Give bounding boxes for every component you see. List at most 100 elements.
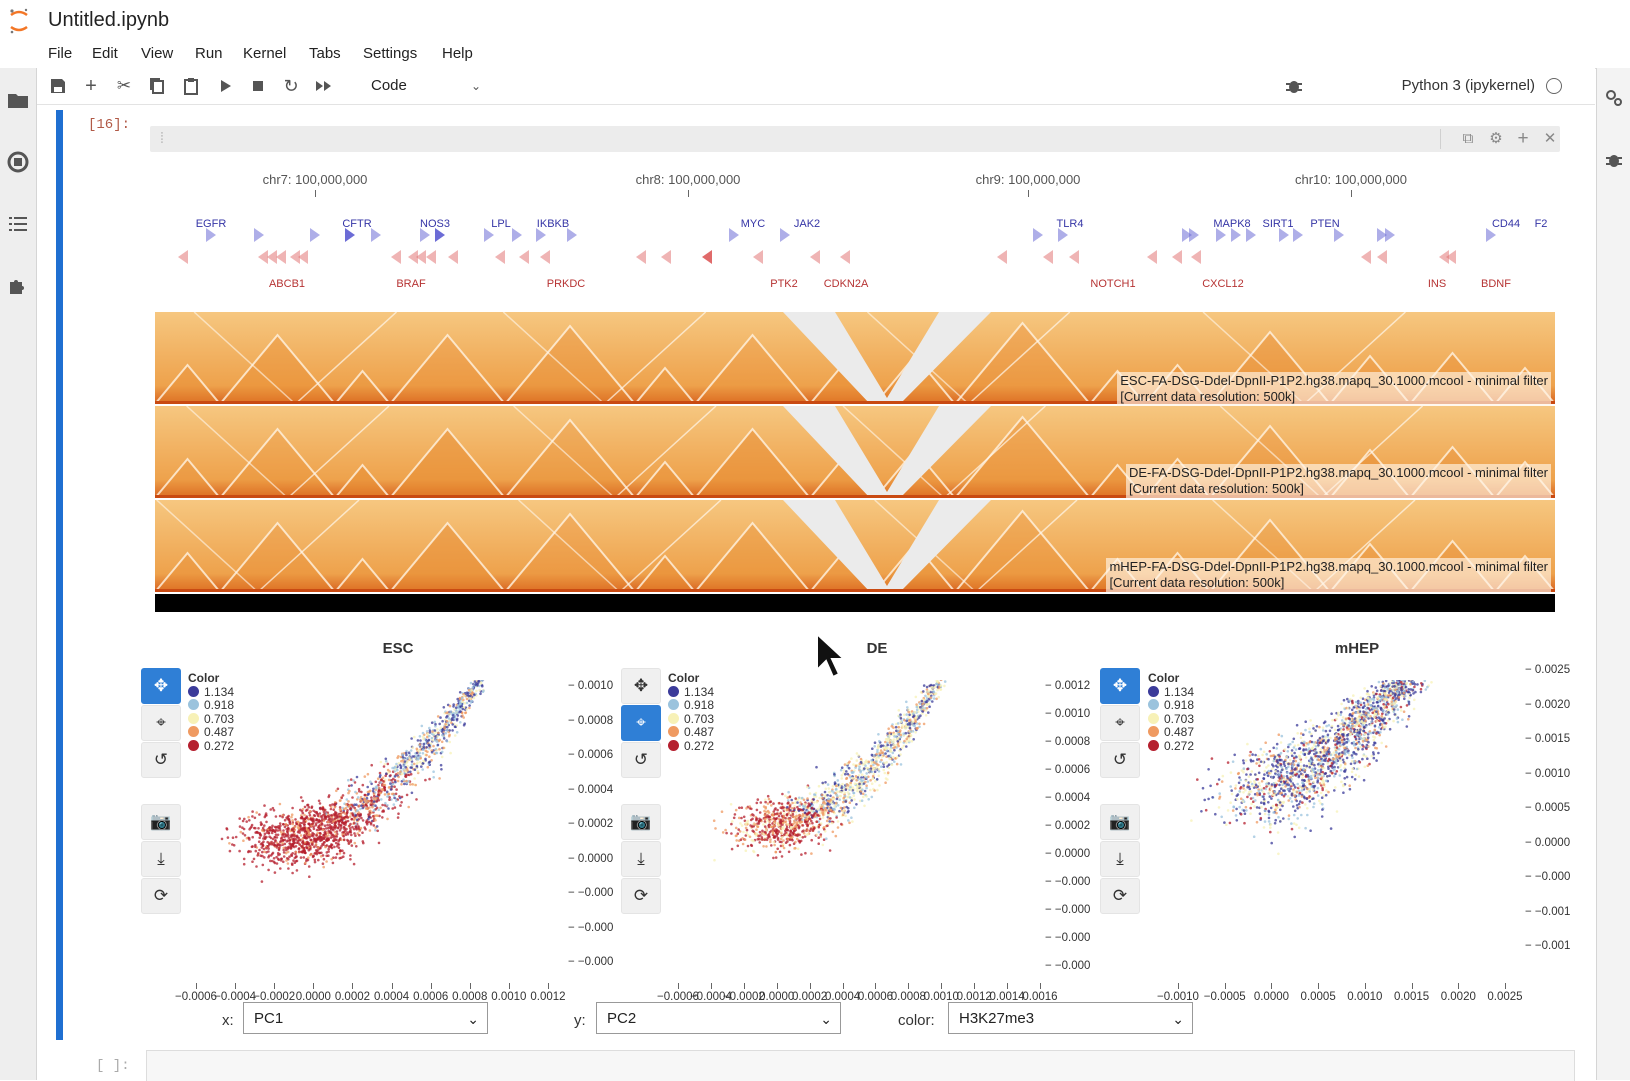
refresh-button[interactable]: ⟳	[1100, 878, 1140, 914]
close-view-icon[interactable]: ✕	[1540, 129, 1560, 149]
scatter-point	[320, 815, 323, 818]
scatter-point	[415, 798, 418, 801]
scatter-point	[870, 765, 873, 768]
scatter-point	[1302, 748, 1305, 751]
scatter-point	[1243, 809, 1246, 812]
scatter-point	[764, 798, 767, 801]
reset-tool-button[interactable]: ↺	[141, 742, 181, 778]
menu-tabs[interactable]: Tabs	[309, 45, 341, 62]
scatter-point	[298, 850, 301, 853]
heatmap-mhep[interactable]: mHEP-FA-DSG-Ddel-DpnII-P1P2.hg38.mapq_30…	[155, 500, 1555, 592]
scatter-point	[367, 813, 370, 816]
right-sidebar	[1596, 68, 1630, 1080]
menu-settings[interactable]: Settings	[363, 45, 417, 62]
menu-edit[interactable]: Edit	[92, 45, 118, 62]
cell-type-dropdown[interactable]: Code ⌄	[365, 74, 481, 98]
active-cell-marker[interactable]	[56, 110, 63, 1040]
scatter-point	[322, 862, 325, 865]
pan-tool-button[interactable]: ✥	[141, 668, 181, 704]
drag-handle-icon[interactable]: ⁞	[152, 129, 172, 149]
gene-arrow-minus	[840, 250, 850, 264]
refresh-button[interactable]: ⟳	[141, 878, 181, 914]
run-icon[interactable]	[213, 74, 237, 98]
box-zoom-tool-button[interactable]: ⌖	[141, 705, 181, 741]
add-view-icon[interactable]: +	[1513, 129, 1533, 149]
scatter-point	[374, 819, 377, 822]
download-button[interactable]: ⤓	[1100, 841, 1140, 877]
scatter-point	[821, 797, 824, 800]
scatter-point	[333, 823, 336, 826]
menu-view[interactable]: View	[141, 45, 173, 62]
copy-icon[interactable]	[145, 74, 169, 98]
scatter-point	[422, 738, 425, 741]
scatter-point	[1357, 716, 1360, 719]
notebook-title[interactable]: Untitled.ipynb	[48, 9, 169, 32]
move-icon: ✥	[154, 676, 168, 695]
scatter-point	[1242, 787, 1245, 790]
scatter-point	[406, 794, 409, 797]
scatter-point	[280, 858, 283, 861]
scatter-point	[864, 764, 867, 767]
scatter-point	[798, 827, 801, 830]
scatter-point	[360, 827, 363, 830]
paste-icon[interactable]	[179, 74, 203, 98]
restart-icon[interactable]: ↻	[279, 74, 303, 98]
scatter-plot-mhep[interactable]	[1148, 680, 1528, 970]
heatmap-esc[interactable]: ESC-FA-DSG-Ddel-DpnII-P1P2.hg38.mapq_30.…	[155, 312, 1555, 404]
folder-icon[interactable]	[6, 88, 30, 112]
menu-help[interactable]: Help	[442, 45, 473, 62]
scatter-point	[791, 839, 794, 842]
scatter-point	[1264, 741, 1267, 744]
gene-arrow-plus	[1189, 228, 1199, 242]
debugger-icon[interactable]	[1604, 150, 1624, 170]
menu-run[interactable]: Run	[195, 45, 223, 62]
scatter-point	[1322, 729, 1325, 732]
scatter-point	[249, 827, 252, 830]
gene-annotation-track[interactable]: chr7: 100,000,000 chr8: 100,000,000 chr9…	[150, 160, 1560, 300]
hic-heatmap-tracks[interactable]: ESC-FA-DSG-Ddel-DpnII-P1P2.hg38.mapq_30.…	[155, 312, 1555, 608]
scatter-point	[317, 846, 320, 849]
scatter-plot-esc[interactable]	[190, 680, 570, 970]
scatter-point	[1339, 759, 1342, 762]
screenshot-button[interactable]: 📷	[1100, 804, 1140, 840]
fast-forward-icon[interactable]	[312, 74, 336, 98]
box-zoom-tool-button[interactable]: ⌖	[1100, 705, 1140, 741]
download-button[interactable]: ⤓	[141, 841, 181, 877]
scatter-point	[375, 800, 378, 803]
kernel-name[interactable]: Python 3 (ipykernel)	[1402, 74, 1535, 98]
pan-tool-button[interactable]: ✥	[1100, 668, 1140, 704]
scatter-point	[402, 778, 405, 781]
cut-icon[interactable]: ✂	[112, 74, 136, 98]
scatter-point	[254, 845, 257, 848]
kernel-debug-icon[interactable]	[1283, 74, 1305, 98]
scatter-point	[438, 777, 441, 780]
add-cell-icon[interactable]: +	[79, 74, 103, 98]
heatmap-de[interactable]: DE-FA-DSG-Ddel-DpnII-P1P2.hg38.mapq_30.1…	[155, 406, 1555, 498]
scatter-point	[1264, 770, 1267, 773]
scatter-point	[901, 747, 904, 750]
running-icon[interactable]	[6, 150, 30, 174]
scatter-plot-de[interactable]	[670, 680, 1050, 970]
scatter-point	[325, 815, 328, 818]
scatter-point	[758, 822, 761, 825]
screenshot-button[interactable]: 📷	[141, 804, 181, 840]
property-inspector-icon[interactable]	[1604, 88, 1624, 108]
toc-icon[interactable]	[6, 212, 30, 236]
scatter-point	[830, 809, 833, 812]
scatter-point	[783, 847, 786, 850]
settings-gear-icon[interactable]: ⚙	[1486, 129, 1506, 149]
reset-tool-button[interactable]: ↺	[1100, 742, 1140, 778]
scatter-point	[796, 838, 799, 841]
scatter-point	[406, 769, 409, 772]
scatter-point	[1203, 799, 1206, 802]
copy-view-icon[interactable]: ⧉	[1458, 129, 1478, 149]
stop-icon[interactable]	[246, 74, 270, 98]
scatter-point	[364, 794, 367, 797]
scatter-point	[1378, 681, 1381, 684]
menu-file[interactable]: File	[48, 45, 72, 62]
menu-kernel[interactable]: Kernel	[243, 45, 286, 62]
scatter-point	[1335, 762, 1338, 765]
extension-icon[interactable]	[6, 274, 30, 298]
scatter-point	[1240, 813, 1243, 816]
save-icon[interactable]	[46, 74, 70, 98]
